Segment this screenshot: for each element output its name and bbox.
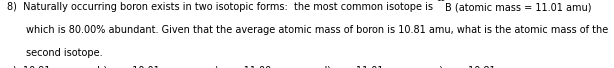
Text: a)  10.91 amu       b)        10.01 amu        c)        11.00 amu        d)    : a) 10.91 amu b) 10.01 amu c) 11.00 amu d… xyxy=(7,66,521,68)
Text: second isotope.: second isotope. xyxy=(26,48,103,58)
Text: which is 80.00% abundant. Given that the average atomic mass of boron is 10.81 a: which is 80.00% abundant. Given that the… xyxy=(26,25,608,35)
Text: 8)  Naturally occurring boron exists in two isotopic forms:  the most common iso: 8) Naturally occurring boron exists in t… xyxy=(7,2,437,12)
Text: 11: 11 xyxy=(437,0,446,2)
Text: B (atomic mass = 11.01 amu): B (atomic mass = 11.01 amu) xyxy=(446,2,592,12)
